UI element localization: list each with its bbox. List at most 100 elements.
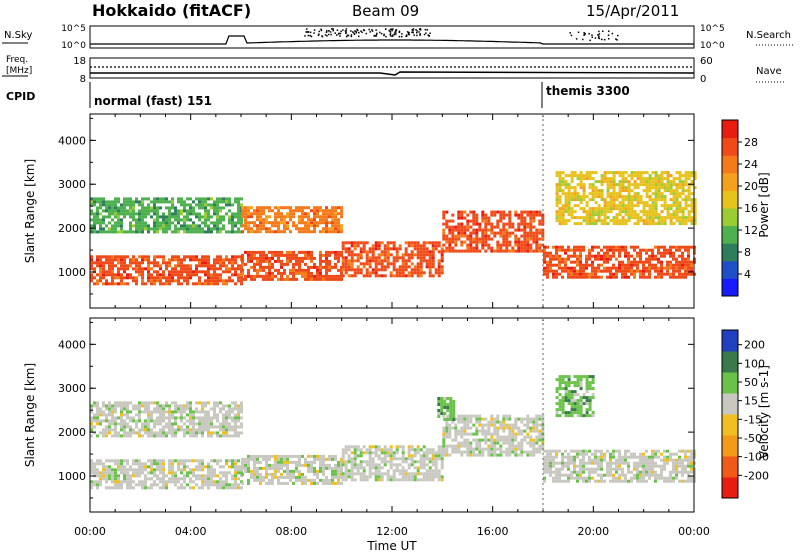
echo-cell [117,459,120,463]
echo-cell [555,183,559,187]
echo-cell [228,218,231,222]
echo-cell [567,201,571,205]
echo-cell [600,180,604,184]
echo-cell [552,470,555,474]
echo-cell [210,474,213,478]
echo-cell [286,215,289,219]
echo-cell [331,215,334,219]
echo-cell [159,221,162,225]
echo-cell [108,428,111,432]
echo-cell [277,271,280,275]
echo-cell [213,221,216,225]
echo-cell [606,461,609,465]
echo-cell [588,248,591,252]
echo-cell [304,463,307,467]
echo-cell [198,474,201,478]
echo-cell [120,264,123,268]
echo-cell [392,259,396,263]
echo-cell [359,262,363,266]
echo-cell [386,475,390,479]
echo-cell [505,237,509,241]
echo-cell [648,455,651,459]
echo-cell [180,477,183,481]
echo-cell [156,273,159,277]
echo-cell [96,468,99,472]
echo-cell [532,213,536,217]
echo-cell [380,262,384,266]
echo-cell [508,417,512,421]
echo-cell [603,204,607,208]
echo-cell [225,267,228,271]
echo-cell [234,465,237,469]
echo-cell [678,269,681,273]
echo-cell [365,448,369,452]
echo-cell [108,282,111,286]
echo-cell [126,483,129,487]
echo-cell [132,419,135,423]
echo-cell [657,222,661,226]
echo-cell [585,260,588,264]
echo-cell [693,216,697,220]
echo-cell [138,462,141,466]
echo-cell [466,444,470,448]
echo-cell [325,221,328,225]
echo-cell [434,472,438,476]
echo-cell [108,465,111,469]
echo-cell [135,279,138,283]
echo-cell [325,277,328,281]
echo-cell [648,275,651,279]
echo-cell [481,231,485,235]
echo-cell [253,469,256,473]
echo-cell [538,243,542,247]
echo-cell [350,274,354,278]
echo-cell [207,270,210,274]
echo-cell [240,203,243,207]
echo-cell [520,444,524,448]
echo-cell [222,227,225,231]
echo-cell [538,435,542,439]
echo-cell [630,204,634,208]
echo-cell [618,171,622,175]
echo-cell [132,203,135,207]
echo-cell [648,207,652,211]
echo-cell [180,261,183,265]
echo-cell [268,463,271,467]
echo-cell [265,256,268,260]
echo-cell [624,251,627,255]
echo-cell [340,206,343,210]
echo-cell [517,429,521,433]
echo-cell [268,268,271,272]
echo-cell [353,457,357,461]
echo-cell [389,475,393,479]
echo-cell [313,227,316,231]
echo-cell [90,230,93,234]
echo-cell [377,244,381,248]
echo-cell [359,460,363,464]
echo-cell [645,257,648,261]
echo-cell [108,206,111,210]
echo-cell [431,460,435,464]
echo-cell [120,416,123,420]
echo-cell [117,401,120,405]
echo-cell [120,428,123,432]
echo-cell [434,466,438,470]
echo-cell [633,269,636,273]
echo-cell [478,240,482,244]
echo-cell [630,245,633,249]
nsearch-point [376,32,378,35]
echo-cell [466,426,470,430]
echo-cell [331,466,334,470]
echo-cell [120,422,123,426]
echo-cell [123,480,126,484]
nsearch-point [356,28,358,31]
echo-cell [277,268,280,272]
echo-cell [244,224,247,228]
echo-cell [681,210,685,214]
echo-cell [508,450,512,454]
nsearch-point [375,35,377,37]
echo-cell [660,216,664,220]
echo-cell [108,425,111,429]
echo-cell [517,243,521,247]
echo-cell [177,227,180,231]
echo-cell [277,469,280,473]
